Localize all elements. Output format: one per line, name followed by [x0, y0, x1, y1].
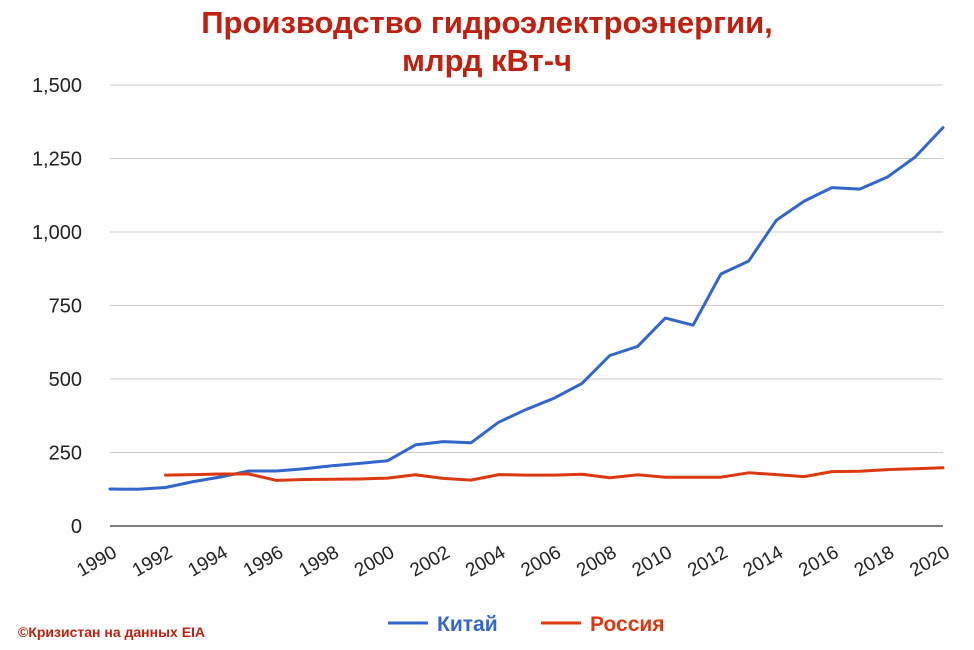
x-tick-label: 2012: [684, 542, 731, 581]
y-tick-label: 1,250: [32, 149, 82, 171]
x-tick-label: 2002: [407, 542, 454, 581]
x-tick-label: 2010: [629, 542, 676, 581]
series-line-china: [108, 126, 945, 491]
source-note: ©Кризистан на данных EIA: [18, 624, 206, 640]
y-tick-label: 1,500: [32, 75, 82, 97]
y-tick-label: 500: [49, 369, 82, 391]
x-tick-label: 2020: [906, 542, 953, 581]
x-tick-label: 2004: [462, 542, 509, 582]
y-tick-label: 250: [49, 443, 82, 465]
x-tick-label: 1992: [129, 542, 176, 581]
x-tick-label: 2000: [351, 542, 398, 581]
x-tick-label: 1990: [73, 542, 120, 581]
x-tick-label: 1998: [296, 542, 343, 581]
chart-title: Производство гидроэлектроэнергии, млрд к…: [0, 4, 974, 80]
x-tick-label: 2006: [518, 542, 565, 581]
x-tick-label: 1994: [184, 542, 231, 582]
series-line-russia: [164, 466, 945, 482]
y-tick-label: 0: [71, 516, 82, 538]
legend-china-label: Китай: [437, 613, 498, 636]
x-tick-label: 2016: [795, 542, 842, 581]
y-tick-label: 750: [49, 296, 82, 318]
x-tick-label: 2018: [851, 542, 898, 581]
y-tick-label: 1,000: [32, 222, 82, 244]
legend-russia-label: Россия: [590, 613, 665, 636]
chart-title-line-2: млрд кВт-ч: [401, 43, 573, 78]
x-tick-label: 1996: [240, 542, 287, 581]
x-tick-label: 2008: [573, 542, 620, 581]
chart-title-line-1: Производство гидроэлектроэнергии,: [201, 5, 773, 40]
x-tick-label: 2014: [740, 542, 787, 582]
